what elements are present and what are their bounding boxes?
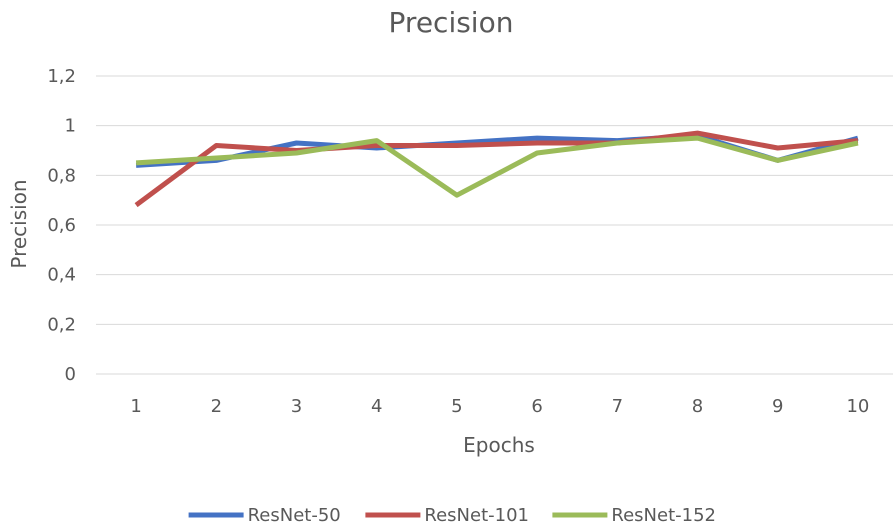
x-axis-title: Epochs (463, 433, 535, 457)
y-tick-label: 0,2 (47, 314, 76, 335)
gridlines (96, 75, 893, 375)
x-tick-label: 8 (692, 396, 703, 417)
legend-label: ResNet-152 (611, 505, 716, 526)
x-tick-label: 7 (612, 396, 623, 417)
x-tick-label: 6 (531, 396, 542, 417)
x-tick-label: 1 (130, 396, 141, 417)
y-tick-label: 1,2 (47, 66, 76, 87)
x-axis-tick-labels: 1 2 3 4 5 6 7 8 9 10 (130, 396, 869, 417)
y-tick-label: 1 (65, 116, 76, 137)
x-tick-label: 2 (211, 396, 222, 417)
x-tick-label: 4 (371, 396, 382, 417)
legend-item: ResNet-101 (365, 505, 529, 526)
legend-label: ResNet-50 (248, 505, 341, 526)
y-axis-tick-labels: 0 0,2 0,4 0,6 0,8 1 1,2 (47, 66, 76, 385)
series-lines (134, 130, 859, 208)
x-tick-label: 3 (291, 396, 302, 417)
x-tick-label: 5 (451, 396, 462, 417)
legend: ResNet-50 ResNet-101 ResNet-152 (188, 505, 716, 526)
series-line-resnet-101 (134, 130, 859, 208)
y-tick-label: 0,8 (47, 165, 76, 186)
series-line-resnet-152 (135, 135, 859, 198)
legend-item: ResNet-152 (552, 505, 716, 526)
legend-label: ResNet-101 (424, 505, 529, 526)
y-tick-label: 0,4 (47, 265, 76, 286)
x-tick-label: 9 (772, 396, 783, 417)
y-axis-title: Precision (7, 179, 31, 268)
y-tick-label: 0,6 (47, 215, 76, 236)
chart-title: Precision (389, 6, 514, 39)
y-tick-label: 0 (65, 364, 76, 385)
legend-item: ResNet-50 (188, 505, 341, 526)
x-tick-label: 10 (846, 396, 869, 417)
